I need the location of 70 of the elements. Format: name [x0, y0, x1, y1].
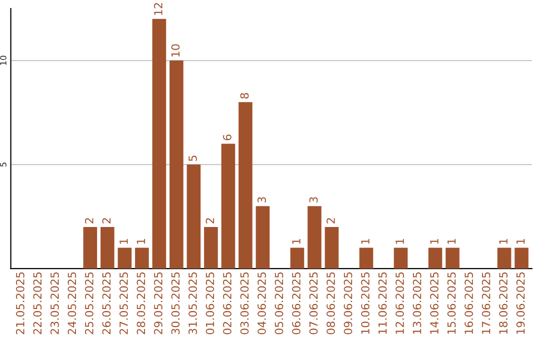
x-tick-label: 07.06.2025	[309, 272, 318, 334]
data-label: 2	[102, 218, 110, 224]
data-label: 12	[154, 3, 162, 15]
x-tick-label: 08.06.2025	[326, 272, 335, 334]
x-tick-label: 01.06.2025	[206, 272, 214, 334]
bar	[152, 18, 166, 269]
data-label: 1	[447, 238, 456, 244]
x-tick-label: 26.05.2025	[102, 272, 111, 334]
x-tick-label: 21.05.2025	[16, 272, 24, 334]
data-label: 2	[326, 218, 335, 224]
bar	[428, 248, 442, 269]
x-tick-label: 27.05.2025	[120, 272, 128, 334]
data-label: 1	[361, 238, 370, 244]
x-tick-label: 22.05.2025	[33, 272, 42, 334]
bar	[324, 226, 339, 269]
x-tick-label: 09.06.2025	[344, 272, 352, 334]
bar	[446, 248, 460, 269]
data-label: 1	[516, 238, 525, 244]
x-tick-label: 06.06.2025	[292, 272, 300, 334]
x-tick-label: 16.06.2025	[464, 272, 474, 334]
x-tick-label: 14.06.2025	[430, 272, 438, 334]
data-label: 8	[240, 93, 249, 99]
x-tick-label: 03.06.2025	[240, 272, 249, 334]
data-label: 5	[188, 156, 197, 161]
x-tick-label: 11.06.2025	[378, 272, 387, 334]
bar	[135, 248, 149, 269]
x-tick-label: 05.06.2025	[274, 272, 284, 334]
data-label: 1	[292, 238, 300, 244]
bar	[394, 248, 408, 269]
bar	[290, 248, 304, 269]
data-label: 1	[499, 238, 508, 244]
data-label: 1	[430, 238, 438, 244]
data-label: 1	[120, 238, 128, 244]
data-label: 3	[309, 197, 318, 203]
bar	[514, 248, 528, 269]
x-tick-label: 02.06.2025	[223, 272, 232, 334]
bar	[204, 226, 218, 269]
bar	[186, 164, 201, 269]
x-tick-label: 24.05.2025	[68, 272, 76, 334]
x-tick-label: 29.05.2025	[154, 272, 162, 334]
x-tick-label: 23.05.2025	[50, 272, 59, 334]
data-label: 10	[171, 44, 180, 57]
bar	[497, 248, 512, 269]
bar	[118, 248, 132, 269]
x-tick-label: 04.06.2025	[258, 272, 266, 334]
data-label: 2	[84, 218, 94, 224]
x-tick-label: 12.06.2025	[396, 272, 404, 334]
bar	[256, 206, 270, 269]
bar	[221, 144, 236, 269]
x-tick-label: 17.06.2025	[482, 272, 490, 334]
bar	[359, 248, 374, 269]
bar	[83, 226, 98, 269]
bar	[100, 226, 114, 269]
x-tick-label: 10.06.2025	[361, 272, 370, 334]
bar	[308, 206, 322, 269]
x-tick-label: 28.05.2025	[136, 272, 146, 334]
bar	[238, 102, 252, 269]
x-tick-label: 31.05.2025	[188, 272, 197, 334]
data-label: 6	[223, 134, 232, 140]
data-label: 1	[136, 238, 146, 244]
x-tick-label: 25.05.2025	[84, 272, 94, 334]
x-tick-label: 15.06.2025	[447, 272, 456, 334]
x-tick-label: 13.06.2025	[412, 272, 422, 334]
data-label: 2	[206, 218, 214, 224]
x-tick-label: 19.06.2025	[516, 272, 525, 334]
x-tick-label: 18.06.2025	[499, 272, 508, 334]
bar	[170, 60, 184, 269]
data-label: 1	[396, 238, 404, 244]
data-label: 3	[258, 197, 266, 203]
x-tick-label: 30.05.2025	[171, 272, 180, 334]
